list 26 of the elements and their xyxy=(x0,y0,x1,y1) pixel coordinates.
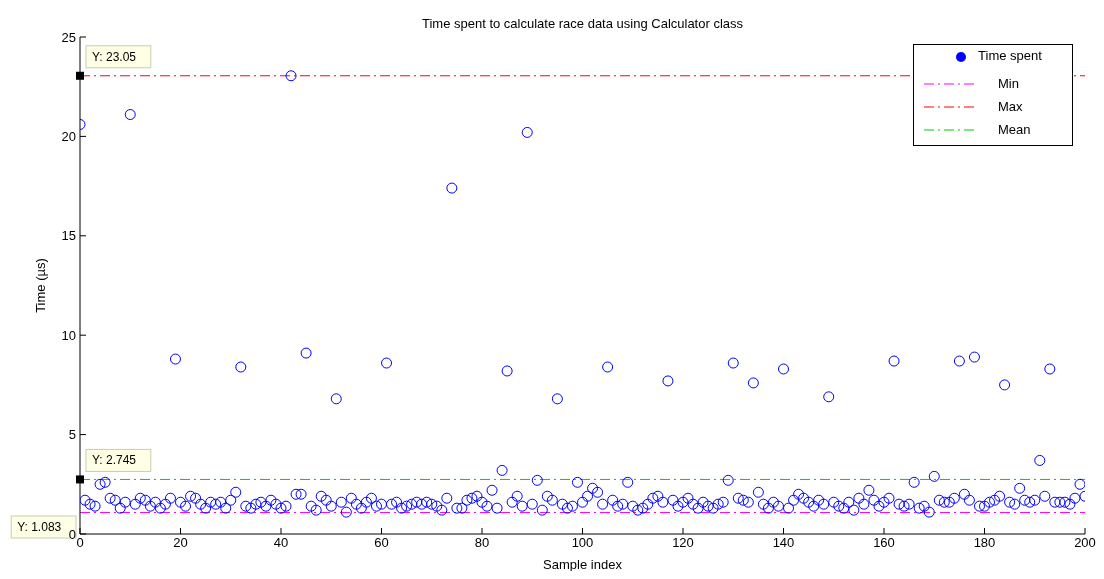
x-tick-label: 160 xyxy=(873,535,895,551)
x-tick-label: 200 xyxy=(1074,535,1096,551)
y-tick-label: 10 xyxy=(61,327,76,343)
chart-title: Time spent to calculate race data using Calculator class xyxy=(420,16,745,31)
x-tick-label: 180 xyxy=(973,535,996,551)
annotation: Y: 23.05 xyxy=(92,49,137,64)
y-tick-label: 5 xyxy=(68,427,76,443)
y-tick-label: 25 xyxy=(61,29,76,45)
datatip: Y: 23.05 xyxy=(76,45,152,80)
x-tick-label: 120 xyxy=(672,535,694,551)
y-tick-label: 15 xyxy=(61,228,76,244)
legend-label: Max xyxy=(998,99,1023,114)
x-tick-label: 60 xyxy=(374,535,389,551)
x-tick-label: 80 xyxy=(474,535,490,551)
legend-label: Min xyxy=(998,76,1019,91)
x-tick-label: 20 xyxy=(173,535,188,551)
x-tick-label: 100 xyxy=(571,535,594,551)
annotation: Y: 2.745 xyxy=(92,453,137,468)
x-axis-title: Sample index xyxy=(543,557,623,572)
x-tick-label: 40 xyxy=(273,535,289,551)
x-tick-label: 140 xyxy=(772,535,795,551)
y-tick-label: 20 xyxy=(61,129,76,145)
legend-label: Mean xyxy=(998,122,1031,137)
datatip: Y: 2.745 xyxy=(76,448,152,484)
y-axis-title: Time (µs) xyxy=(32,258,48,313)
legend-label: Time spent xyxy=(978,48,1042,63)
